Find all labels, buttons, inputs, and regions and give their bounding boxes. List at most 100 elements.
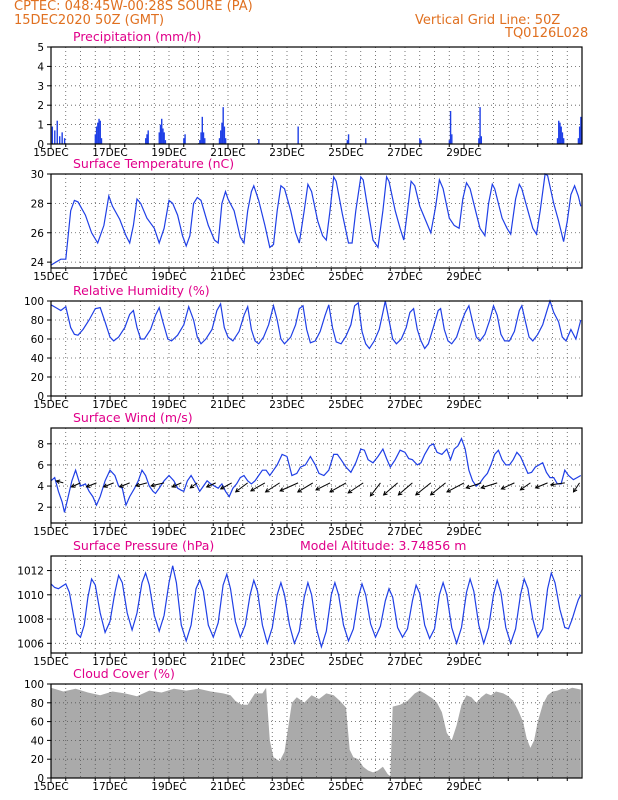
temp-ytick-label: 30 bbox=[31, 169, 44, 181]
precip-bar bbox=[145, 138, 147, 144]
precip-xtick-label: 15DEC bbox=[33, 147, 68, 159]
wind-vector-arrowhead bbox=[549, 482, 555, 487]
precip-bar bbox=[162, 128, 164, 144]
temp-series-line bbox=[50, 173, 582, 266]
precip-bar bbox=[347, 134, 350, 144]
cloud-frame bbox=[50, 683, 583, 779]
wind-vector-arrow bbox=[535, 482, 548, 489]
wind-vector-arrowhead bbox=[55, 479, 61, 485]
wind-vector-arrowhead bbox=[118, 483, 124, 488]
precip-ytick-label: 1 bbox=[37, 120, 44, 132]
precip-ytick-label: 3 bbox=[37, 81, 44, 93]
pres-xtick-label: 17DEC bbox=[92, 656, 127, 668]
rh-xtick-label: 27DEC bbox=[387, 399, 422, 411]
precip-bar bbox=[346, 140, 349, 144]
precip-bar bbox=[200, 132, 202, 144]
wind-panel-title: Surface Wind (m/s) bbox=[73, 410, 193, 425]
wind-vector-arrowhead bbox=[414, 491, 420, 496]
rh-xtick-label: 21DEC bbox=[210, 399, 245, 411]
wind-vector-arrowhead bbox=[500, 485, 506, 490]
precip-bar bbox=[51, 126, 54, 144]
wind-vector-arrowhead bbox=[397, 490, 403, 496]
precip-bar bbox=[163, 132, 165, 144]
wind-xtick-label: 27DEC bbox=[387, 526, 422, 538]
wind-vector-arrow bbox=[520, 482, 531, 491]
temp-xtick-label: 19DEC bbox=[151, 271, 186, 283]
temp-xtick-label: 23DEC bbox=[269, 271, 304, 283]
cloud-xtick-label: 21DEC bbox=[210, 781, 245, 793]
pres-xtick-label: 29DEC bbox=[446, 656, 481, 668]
pres-series-line bbox=[50, 565, 582, 650]
wind-vector-arrow bbox=[398, 482, 413, 496]
precip-bar bbox=[199, 140, 201, 144]
pres-panel-note: Model Altitude: 3.74856 m bbox=[300, 538, 466, 553]
wind-vector-arrowhead bbox=[480, 484, 486, 490]
wind-vector-arrow bbox=[172, 482, 182, 488]
cloud-ytick-label: 60 bbox=[31, 717, 44, 729]
pres-panel-title: Surface Pressure (hPa) bbox=[73, 538, 214, 553]
pres-xtick-label: 25DEC bbox=[328, 656, 363, 668]
temp-xtick-label: 27DEC bbox=[387, 271, 422, 283]
precip-bar bbox=[224, 138, 227, 144]
wind-vector-arrowhead bbox=[249, 487, 255, 492]
wind-vector-arrowhead bbox=[429, 491, 435, 496]
precip-bar bbox=[94, 134, 97, 144]
precip-xtick-label: 27DEC bbox=[387, 147, 422, 159]
precip-bar bbox=[419, 138, 421, 144]
wind-xtick-label: 23DEC bbox=[269, 526, 304, 538]
wind-vector-arrow bbox=[250, 482, 266, 492]
precip-bar bbox=[204, 138, 206, 144]
rh-panel-title: Relative Humidity (%) bbox=[73, 283, 210, 298]
precip-bar bbox=[218, 138, 221, 144]
precip-bar bbox=[220, 130, 222, 144]
precip-panel-title: Precipitation (mm/h) bbox=[73, 29, 201, 44]
precip-bar bbox=[97, 122, 99, 144]
precip-xtick-label: 19DEC bbox=[151, 147, 186, 159]
precip-bar bbox=[146, 134, 148, 144]
wind-vector-arrow bbox=[315, 482, 331, 491]
rh-ytick-label: 100 bbox=[24, 296, 44, 308]
precip-bar bbox=[478, 138, 480, 144]
precip-bar bbox=[577, 138, 580, 144]
temp-xtick-label: 17DEC bbox=[92, 271, 127, 283]
wind-vector-arrow bbox=[189, 482, 198, 489]
wind-xtick-label: 29DEC bbox=[446, 526, 481, 538]
rh-ytick-label: 20 bbox=[31, 372, 44, 384]
wind-vector-arrowhead bbox=[219, 485, 225, 490]
precip-xtick-label: 21DEC bbox=[210, 147, 245, 159]
precip-bar bbox=[562, 138, 565, 144]
precip-bar bbox=[449, 111, 452, 144]
wind-vector-arrowhead bbox=[70, 483, 76, 488]
rh-xtick-label: 29DEC bbox=[446, 399, 481, 411]
wind-vector-arrow bbox=[573, 482, 580, 493]
precip-bar bbox=[479, 107, 481, 144]
rh-xtick-label: 15DEC bbox=[33, 399, 68, 411]
wind-vector-arrowhead bbox=[264, 488, 270, 493]
cloud-ytick-label: 0 bbox=[37, 773, 44, 785]
wind-vector-arrow bbox=[103, 482, 114, 488]
wind-vector-arrowhead bbox=[150, 482, 156, 488]
precip-bar bbox=[183, 138, 185, 144]
temp-panel-title: Surface Temperature (nC) bbox=[73, 156, 234, 171]
pres-xtick-label: 27DEC bbox=[387, 656, 422, 668]
wind-vector-arrowhead bbox=[369, 491, 375, 497]
wind-vector-arrow bbox=[383, 482, 398, 496]
wind-vector-arrow bbox=[150, 482, 165, 487]
pres-panel bbox=[47, 555, 583, 658]
precip-panel bbox=[47, 46, 583, 149]
header-source-location: CPTEC: 048:45W-00:28S SOURE (PA) bbox=[14, 0, 253, 14]
wind-xtick-label: 19DEC bbox=[151, 526, 186, 538]
wind-vector-arrowhead bbox=[519, 486, 525, 491]
wind-vector-arrow bbox=[446, 482, 465, 493]
wind-vector-arrowhead bbox=[205, 483, 211, 488]
precip-bar bbox=[420, 140, 422, 144]
wind-xtick-label: 25DEC bbox=[328, 526, 363, 538]
precip-bar bbox=[164, 140, 167, 144]
wind-vector-arrow bbox=[481, 482, 498, 489]
cloud-ytick-label: 80 bbox=[31, 698, 44, 710]
rh-frame bbox=[50, 300, 583, 397]
header-grid-note: Vertical Grid Line: 50Z bbox=[415, 13, 561, 28]
precip-bar bbox=[580, 116, 582, 144]
precip-bar bbox=[100, 138, 103, 144]
